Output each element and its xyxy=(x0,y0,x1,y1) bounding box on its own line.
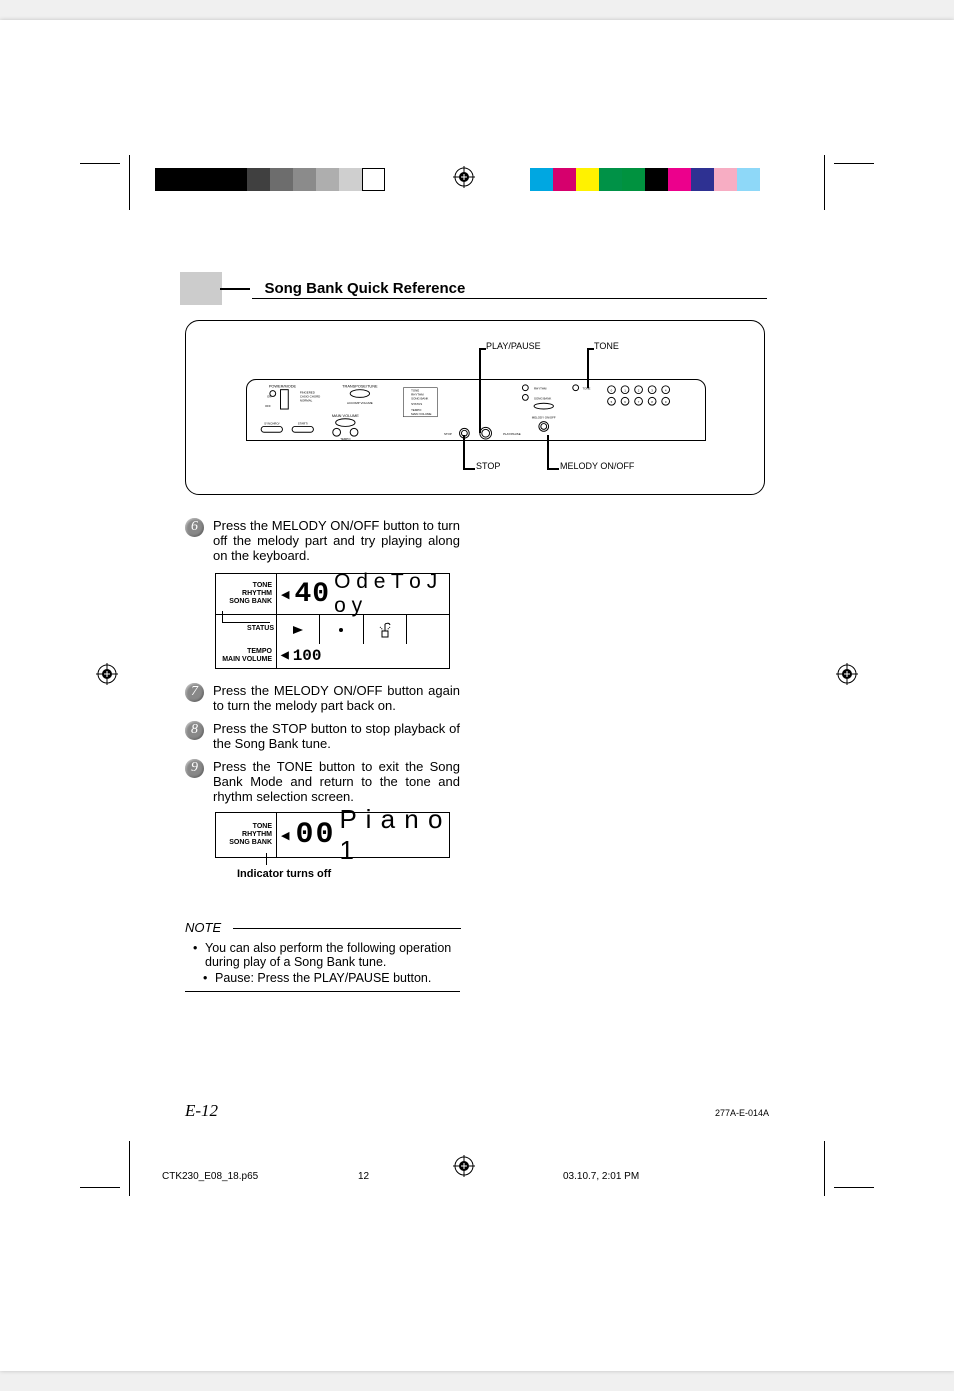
svg-text:SYNCHRO/: SYNCHRO/ xyxy=(264,422,279,426)
svg-text:TEMPO: TEMPO xyxy=(340,437,351,440)
svg-text:6: 6 xyxy=(624,400,626,404)
step-number: 8 xyxy=(185,721,204,740)
step-number: 9 xyxy=(185,759,204,778)
swatch xyxy=(576,168,599,191)
indicator-caption: Indicator turns off xyxy=(237,868,460,880)
note-block: NOTE You can also perform the following … xyxy=(185,920,460,992)
svg-text:5: 5 xyxy=(611,400,613,404)
svg-text:7: 7 xyxy=(638,400,640,404)
swatch xyxy=(530,168,553,191)
callout-tone: TONE xyxy=(594,341,619,351)
callout-stop: STOP xyxy=(476,461,500,471)
lcd-display-2: TONE RHYTHM SONG BANK ◀ 00 P i a n o 1 xyxy=(215,812,450,858)
content-column: 6 Press the MELODY ON/OFF button to turn… xyxy=(185,518,460,992)
step-8: 8 Press the STOP button to stop playback… xyxy=(185,721,460,751)
lcd-status-row xyxy=(276,615,449,644)
header-block-icon xyxy=(180,272,222,305)
page-number: E-12 xyxy=(185,1101,218,1121)
step-text: Press the MELODY ON/OFF button to turn o… xyxy=(213,518,460,563)
section-header: Song Bank Quick Reference xyxy=(180,272,790,305)
svg-text:START/: START/ xyxy=(298,422,308,426)
svg-text:STOP: STOP xyxy=(444,432,452,436)
keyboard-outline: POWER/MODE FINGERED CASIO CHORD NORMAL O… xyxy=(246,379,706,441)
callout-play-pause: PLAY/PAUSE xyxy=(486,341,541,351)
callout-melody: MELODY ON/OFF xyxy=(560,461,634,471)
svg-text:STATUS: STATUS xyxy=(411,402,422,406)
swatch xyxy=(714,168,737,191)
svg-text:POWER/MODE: POWER/MODE xyxy=(269,384,297,389)
footer-file: CTK230_E08_18.p65 xyxy=(162,1171,258,1182)
svg-text:MELODY ON/OFF: MELODY ON/OFF xyxy=(532,416,556,420)
svg-text:PLAY/PAUSE: PLAY/PAUSE xyxy=(503,432,521,436)
swatch xyxy=(339,168,362,191)
svg-text:3: 3 xyxy=(651,389,653,393)
publication-code: 277A-E-014A xyxy=(715,1108,769,1118)
svg-text:8: 8 xyxy=(651,400,653,404)
svg-text:0: 0 xyxy=(611,389,613,393)
svg-text:NORMAL: NORMAL xyxy=(300,398,313,402)
svg-text:ON: ON xyxy=(267,394,271,398)
swatch xyxy=(247,168,270,191)
svg-text:OFF: OFF xyxy=(265,404,271,408)
swatch xyxy=(270,168,293,191)
swatch xyxy=(201,168,224,191)
svg-text:4: 4 xyxy=(665,389,667,393)
registration-mark xyxy=(453,1155,475,1177)
step-text: Press the TONE button to exit the Song B… xyxy=(213,759,460,804)
section-title: Song Bank Quick Reference xyxy=(264,280,465,297)
swatch xyxy=(737,168,760,191)
step-number: 6 xyxy=(185,518,204,537)
registration-mark xyxy=(453,166,475,188)
header-rule xyxy=(220,288,250,290)
registration-mark xyxy=(96,663,118,685)
lcd-display-1: TONE RHYTHM SONG BANK ◀ 40 O d e T o J o… xyxy=(215,573,450,669)
step-7: 7 Press the MELODY ON/OFF button again t… xyxy=(185,683,460,713)
swatch xyxy=(622,168,645,191)
note-item: Pause: Press the PLAY/PAUSE button. xyxy=(193,971,460,985)
step-text: Press the MELODY ON/OFF button again to … xyxy=(213,683,460,713)
svg-text:9: 9 xyxy=(665,400,667,404)
step-6: 6 Press the MELODY ON/OFF button to turn… xyxy=(185,518,460,563)
swatch xyxy=(553,168,576,191)
lcd-main-row: ◀ 40 O d e T o J o y xyxy=(276,574,449,614)
svg-text:ACCOMP VOLUME: ACCOMP VOLUME xyxy=(347,401,373,405)
step-9: 9 Press the TONE button to exit the Song… xyxy=(185,759,460,804)
swatch xyxy=(293,168,316,191)
swatch xyxy=(155,168,178,191)
crop-mark xyxy=(80,1126,140,1196)
svg-text:1: 1 xyxy=(624,389,626,393)
footer-page: 12 xyxy=(358,1171,369,1182)
swatch-row-color xyxy=(530,168,760,191)
swatch xyxy=(668,168,691,191)
swatch xyxy=(178,168,201,191)
svg-text:SONG BANK: SONG BANK xyxy=(411,396,428,400)
swatch xyxy=(224,168,247,191)
step-text: Press the STOP button to stop playback o… xyxy=(213,721,460,751)
footer-timestamp: 03.10.7, 2:01 PM xyxy=(563,1171,639,1182)
header-underline xyxy=(252,298,767,299)
swatch xyxy=(362,168,385,191)
swatch xyxy=(691,168,714,191)
svg-text:MAIN VOLUME: MAIN VOLUME xyxy=(332,413,359,418)
svg-text:TONE: TONE xyxy=(582,387,590,391)
svg-text:MAIN VOLUME: MAIN VOLUME xyxy=(411,412,431,416)
swatch-row-grayscale xyxy=(155,168,385,191)
svg-text:SONG BANK: SONG BANK xyxy=(534,396,551,400)
swatch xyxy=(316,168,339,191)
note-item: You can also perform the following opera… xyxy=(193,941,460,969)
crop-mark xyxy=(814,1126,874,1196)
step-number: 7 xyxy=(185,683,204,702)
registration-mark xyxy=(836,663,858,685)
lcd-left-labels: TONE RHYTHM SONG BANK xyxy=(216,574,276,614)
crop-mark xyxy=(814,155,874,225)
swatch xyxy=(599,168,622,191)
page: Song Bank Quick Reference PLAY/PAUSE TON… xyxy=(0,20,954,1371)
keyboard-diagram: PLAY/PAUSE TONE STOP MELODY ON/OFF POWER… xyxy=(185,320,765,495)
crop-mark xyxy=(80,155,140,225)
swatch xyxy=(645,168,668,191)
svg-text:RHYTHM: RHYTHM xyxy=(534,387,547,391)
svg-text:2: 2 xyxy=(638,389,640,393)
svg-text:TRANSPOSE/TUNE: TRANSPOSE/TUNE xyxy=(342,384,378,389)
